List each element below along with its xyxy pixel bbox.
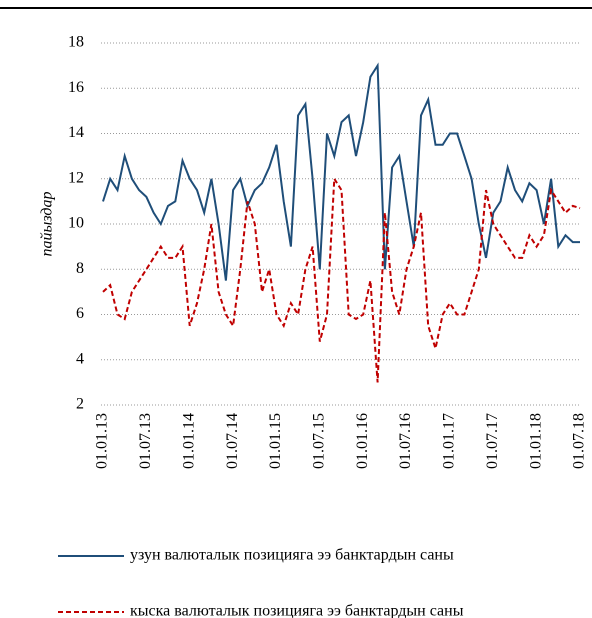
y-tick-label: 10 [68, 215, 84, 232]
x-tick-label: 01.07.15 [310, 413, 327, 469]
series-line [102, 62, 580, 281]
x-tick-label: 01.01.13 [94, 413, 111, 469]
y-axis-label: пайыздар [39, 192, 56, 257]
legend-label: кыска валюталык позицияга ээ банктардын … [130, 603, 464, 618]
x-tick-label: 01.07.18 [571, 413, 588, 469]
y-tick-label: 4 [76, 350, 84, 367]
y-tick-label: 8 [76, 260, 84, 277]
x-tick-label: 01.01.17 [441, 413, 458, 469]
y-tick-label: 18 [68, 34, 84, 51]
y-tick-label: 6 [76, 305, 84, 322]
y-tick-label: 12 [68, 169, 84, 186]
series-line [102, 175, 581, 383]
x-tick-label: 01.07.16 [397, 413, 414, 469]
x-tick-label: 01.01.14 [180, 413, 197, 469]
x-tick-label: 01.01.15 [267, 413, 284, 469]
y-tick-label: 14 [68, 124, 84, 141]
y-tick-label: 16 [68, 79, 84, 96]
x-tick-label: 01.07.13 [137, 413, 154, 469]
x-tick-label: 01.01.18 [527, 413, 544, 469]
x-tick-label: 01.01.16 [354, 413, 371, 469]
x-tick-label: 01.07.17 [484, 413, 501, 469]
legend-label: узун валюталык позицияга ээ банктардын с… [130, 547, 454, 564]
x-tick-label: 01.07.14 [224, 413, 241, 469]
y-tick-label: 2 [76, 396, 84, 413]
